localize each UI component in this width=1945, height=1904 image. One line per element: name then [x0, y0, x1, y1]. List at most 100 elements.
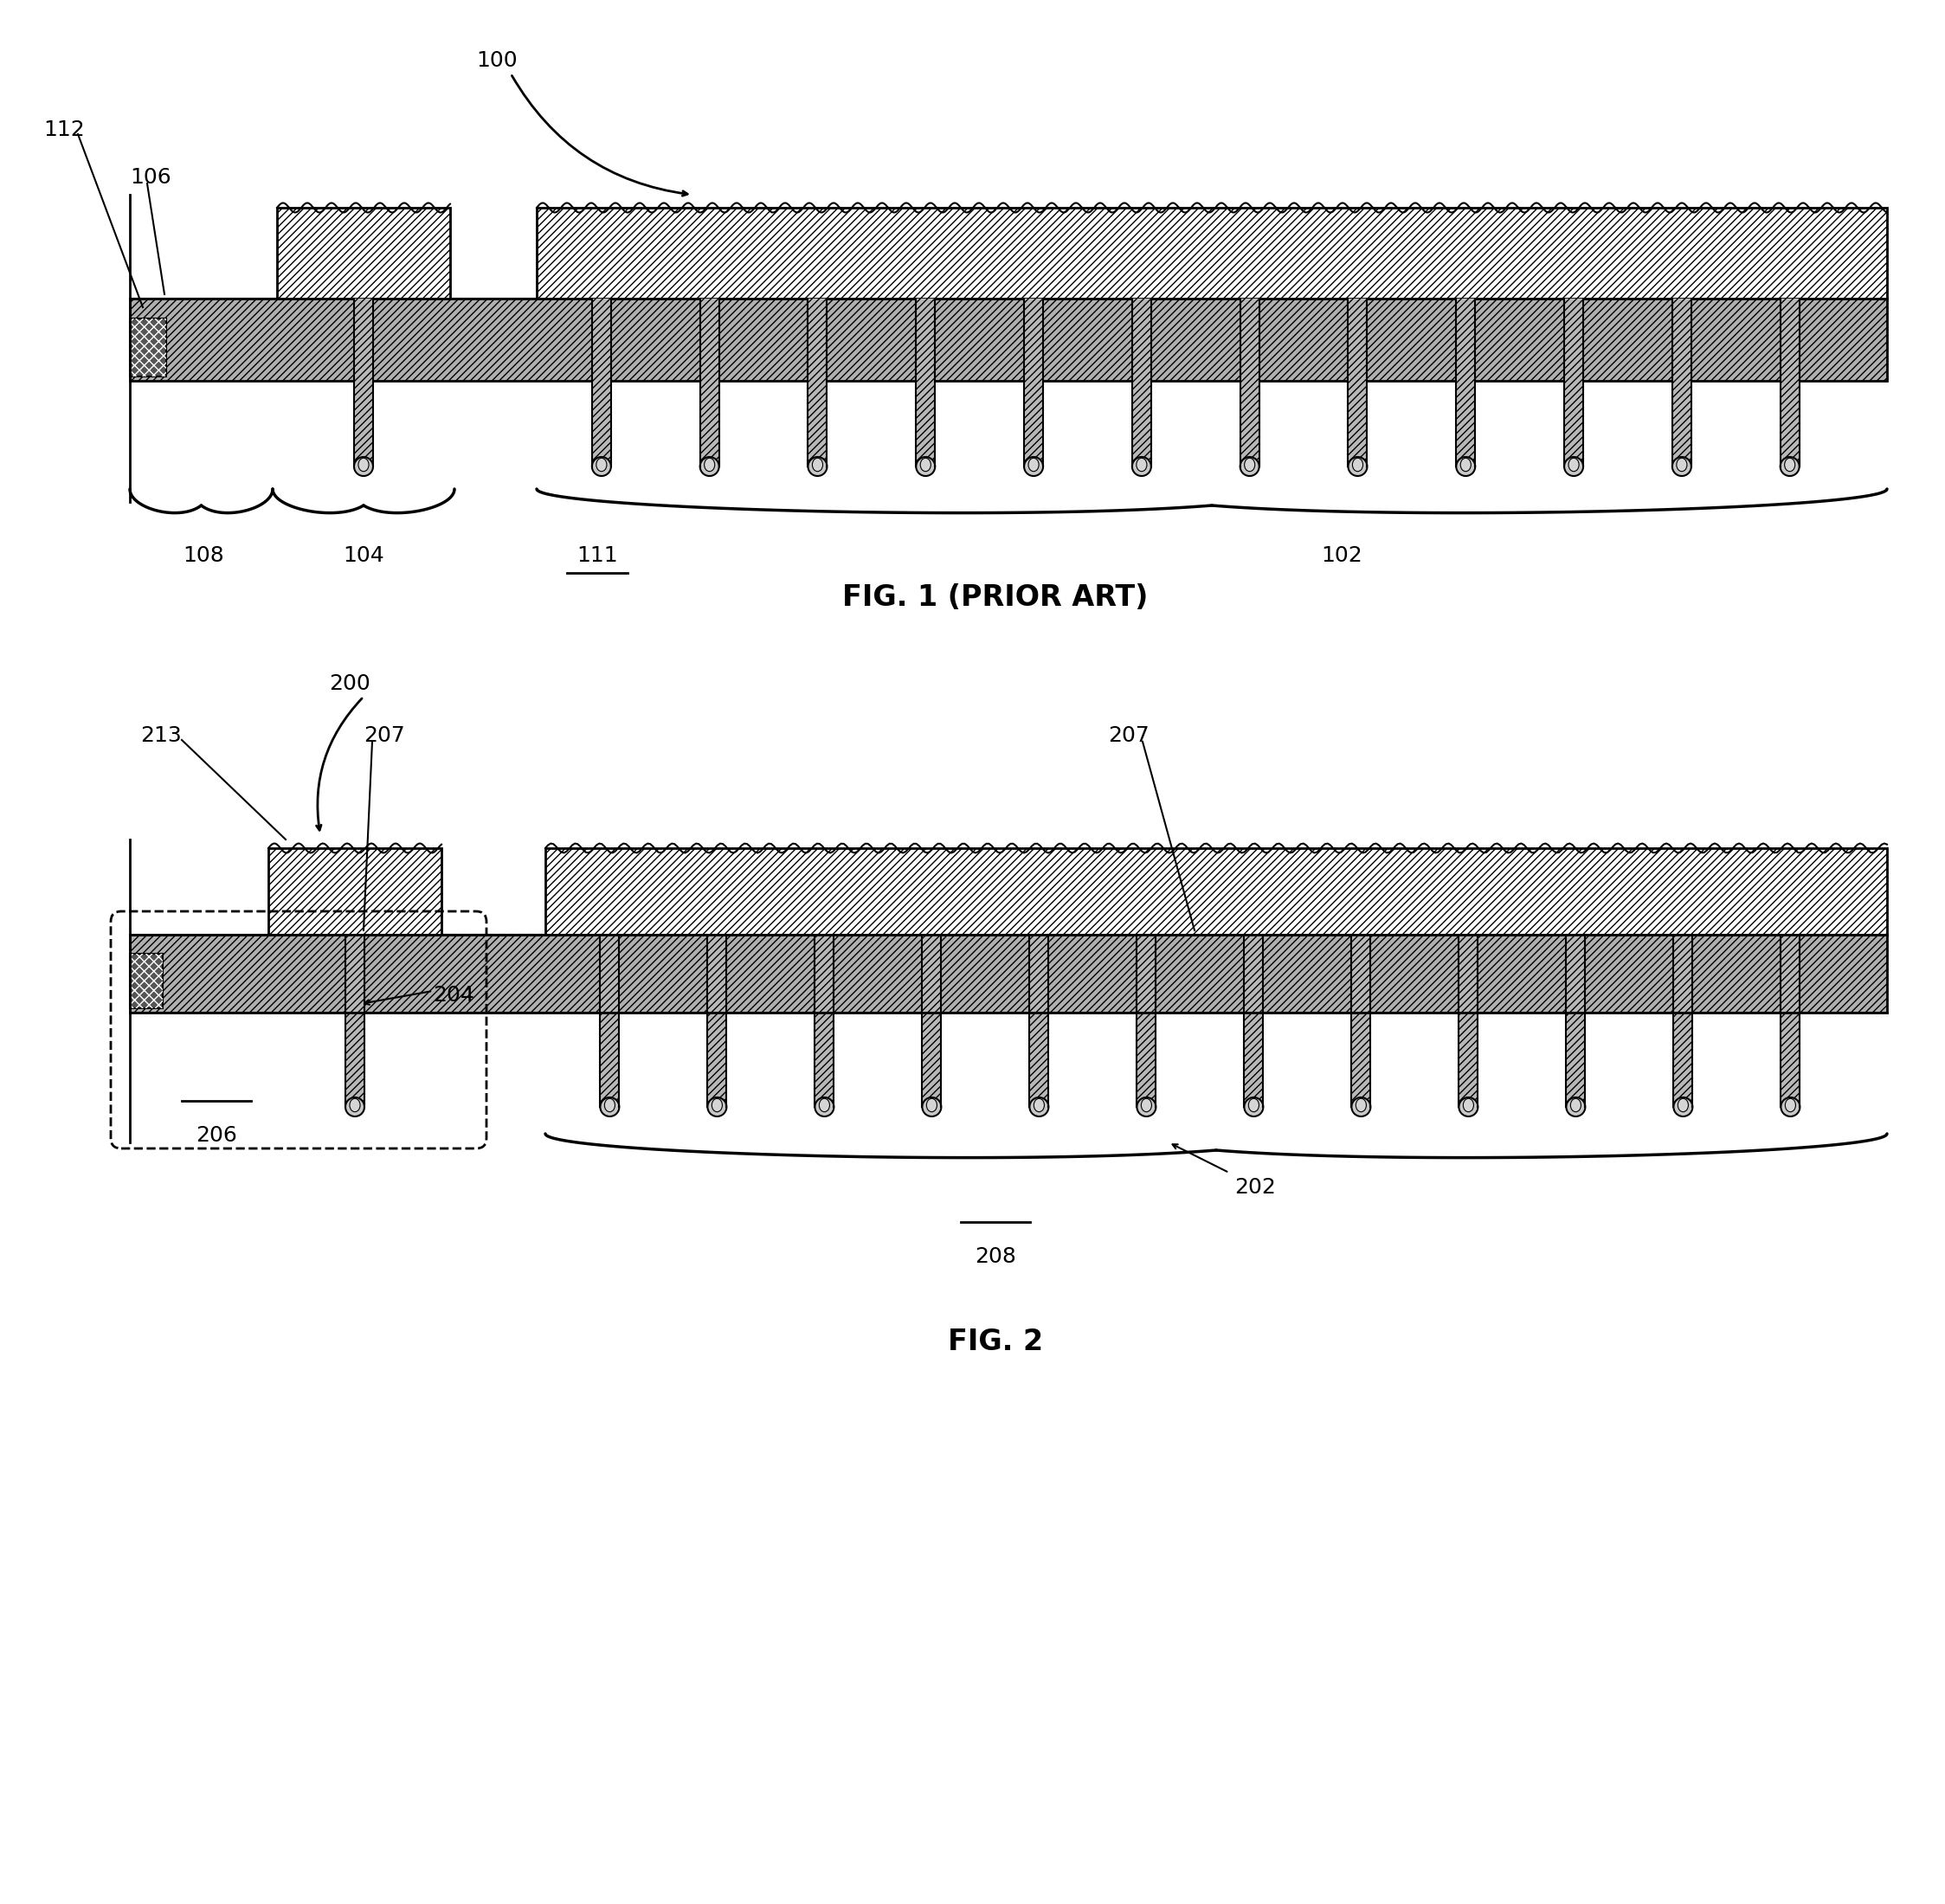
Ellipse shape: [712, 1099, 722, 1112]
Text: 213: 213: [140, 725, 181, 746]
Text: FIG. 2: FIG. 2: [947, 1327, 1043, 1356]
Ellipse shape: [1029, 459, 1039, 472]
Ellipse shape: [708, 1097, 727, 1116]
Bar: [268, 847, 442, 935]
Bar: [1782, 935, 1799, 1106]
Ellipse shape: [1035, 1099, 1044, 1112]
Bar: [1459, 935, 1478, 1106]
Bar: [1025, 299, 1043, 466]
Bar: [1138, 935, 1155, 1106]
Text: 200: 200: [329, 674, 370, 695]
Ellipse shape: [1679, 1099, 1688, 1112]
Ellipse shape: [1356, 1099, 1365, 1112]
Bar: [1132, 299, 1151, 466]
Ellipse shape: [819, 1099, 831, 1112]
Text: 108: 108: [183, 545, 224, 565]
Ellipse shape: [1249, 1099, 1258, 1112]
Ellipse shape: [704, 459, 714, 472]
Bar: [1352, 935, 1371, 1106]
Ellipse shape: [815, 1097, 834, 1116]
Ellipse shape: [1352, 1097, 1371, 1116]
Text: 102: 102: [1321, 545, 1362, 565]
Ellipse shape: [922, 1097, 941, 1116]
Ellipse shape: [1029, 1097, 1048, 1116]
Ellipse shape: [807, 457, 827, 476]
Bar: [815, 935, 834, 1106]
Text: 204: 204: [434, 984, 475, 1005]
Bar: [130, 299, 1887, 381]
Ellipse shape: [1673, 457, 1692, 476]
Text: 208: 208: [974, 1247, 1015, 1266]
Ellipse shape: [591, 457, 611, 476]
Ellipse shape: [1025, 457, 1043, 476]
Text: 106: 106: [130, 168, 171, 188]
Ellipse shape: [1245, 1097, 1262, 1116]
Bar: [1457, 299, 1474, 466]
Text: 207: 207: [1109, 725, 1149, 746]
Ellipse shape: [350, 1099, 360, 1112]
Bar: [346, 935, 364, 1106]
Bar: [1029, 935, 1048, 1106]
Ellipse shape: [1241, 457, 1258, 476]
Ellipse shape: [346, 1097, 364, 1116]
Bar: [700, 299, 720, 466]
Ellipse shape: [1564, 457, 1583, 476]
Ellipse shape: [601, 1097, 619, 1116]
Bar: [1348, 299, 1367, 466]
Bar: [1566, 935, 1585, 1106]
Bar: [354, 299, 373, 466]
Bar: [1673, 935, 1692, 1106]
Text: FIG. 1 (PRIOR ART): FIG. 1 (PRIOR ART): [842, 583, 1148, 611]
Bar: [1241, 299, 1258, 466]
Ellipse shape: [1786, 1099, 1795, 1112]
Text: 112: 112: [43, 120, 86, 141]
Bar: [708, 935, 727, 1106]
Ellipse shape: [1245, 459, 1255, 472]
Ellipse shape: [1780, 457, 1799, 476]
Text: 202: 202: [1235, 1177, 1276, 1198]
Bar: [130, 954, 163, 1009]
Text: 100: 100: [477, 50, 517, 70]
Ellipse shape: [358, 459, 370, 472]
Ellipse shape: [1457, 457, 1474, 476]
Bar: [1245, 935, 1262, 1106]
Bar: [1673, 299, 1692, 466]
Bar: [130, 318, 165, 377]
Ellipse shape: [700, 457, 720, 476]
Ellipse shape: [1459, 1097, 1478, 1116]
Ellipse shape: [813, 459, 823, 472]
Bar: [591, 299, 611, 466]
Ellipse shape: [1136, 459, 1148, 472]
Ellipse shape: [1568, 459, 1579, 472]
Bar: [1780, 299, 1799, 466]
Ellipse shape: [1138, 1097, 1155, 1116]
Ellipse shape: [597, 459, 607, 472]
Ellipse shape: [926, 1099, 937, 1112]
Ellipse shape: [1463, 1099, 1474, 1112]
Ellipse shape: [1570, 1099, 1581, 1112]
Ellipse shape: [605, 1099, 615, 1112]
Bar: [807, 299, 827, 466]
Ellipse shape: [1673, 1097, 1692, 1116]
Ellipse shape: [920, 459, 932, 472]
Bar: [916, 299, 936, 466]
Bar: [1564, 299, 1583, 466]
Ellipse shape: [1786, 459, 1795, 472]
Ellipse shape: [1461, 459, 1470, 472]
Bar: [130, 318, 165, 377]
Bar: [545, 847, 1887, 935]
Text: 206: 206: [196, 1125, 237, 1146]
Ellipse shape: [1132, 457, 1151, 476]
Ellipse shape: [1142, 1099, 1151, 1112]
Ellipse shape: [916, 457, 936, 476]
Ellipse shape: [1566, 1097, 1585, 1116]
Bar: [537, 208, 1887, 299]
Ellipse shape: [354, 457, 373, 476]
Bar: [601, 935, 619, 1106]
Text: 207: 207: [364, 725, 405, 746]
Text: 111: 111: [576, 545, 619, 565]
Ellipse shape: [1352, 459, 1363, 472]
Ellipse shape: [1677, 459, 1686, 472]
Bar: [922, 935, 941, 1106]
Bar: [130, 935, 1887, 1013]
